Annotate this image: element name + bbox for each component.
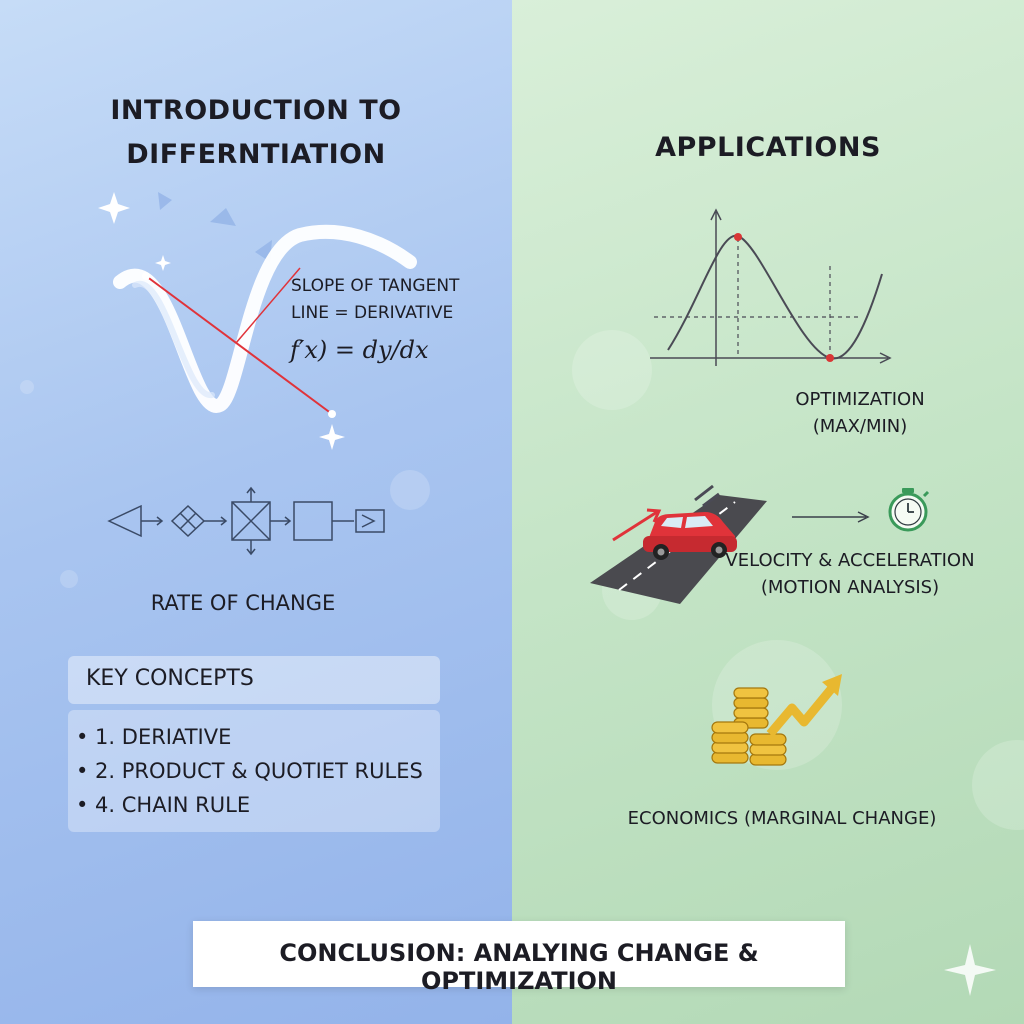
- rate-of-change-label: RATE OF CHANGE: [150, 591, 336, 615]
- list-item: • 4. CHAIN RULE: [76, 793, 251, 817]
- tangent-label: SLOPE OF TANGENT LINE = DERIVATIVE: [291, 276, 460, 323]
- sparkle-icon: [98, 192, 345, 450]
- conclusion-text: CONCLUSION: ANALYING CHANGE & OPTIMIZATI…: [279, 939, 759, 995]
- sparkle-icon: [944, 944, 996, 996]
- list-item: • 2. PRODUCT & QUOTIET RULES: [76, 759, 423, 783]
- economics-label: ECONOMICS (MARGINAL CHANGE): [627, 808, 937, 829]
- stopwatch-icon: [888, 488, 930, 532]
- derivative-formula: f′x) = dy/dx: [290, 336, 429, 364]
- coins-icon: [711, 687, 787, 766]
- conclusion-banner: CONCLUSION: ANALYING CHANGE & OPTIMIZATI…: [193, 921, 845, 995]
- key-concepts-title: KEY CONCEPTS: [86, 666, 254, 691]
- car-icon: [590, 484, 767, 604]
- optimization-graph: [650, 208, 892, 366]
- list-item: • 1. DERIATIVE: [76, 725, 232, 749]
- motion-arrow: [792, 511, 870, 523]
- right-title: APPLICATIONS: [655, 132, 881, 163]
- tangent-line: [145, 275, 333, 415]
- key-concepts-list: • 1. DERIATIVE • 2. PRODUCT & QUOTIET RU…: [76, 720, 423, 822]
- growth-arrow-icon: [766, 674, 842, 737]
- key-concepts-box: • 1. DERIATIVE • 2. PRODUCT & QUOTIET RU…: [68, 710, 440, 832]
- left-title: INTRODUCTION TO DIFFERNTIATION: [110, 95, 402, 170]
- key-concepts-header: KEY CONCEPTS: [68, 656, 440, 704]
- motion-label: VELOCITY & ACCELERATION (MOTION ANALYSIS…: [725, 550, 975, 598]
- left-panel: [0, 0, 512, 1024]
- derivative-curve-illustration: [98, 192, 417, 450]
- rate-of-change-diagram: [107, 486, 385, 556]
- optimization-label: OPTIMIZATION (MAX/MIN): [795, 389, 925, 437]
